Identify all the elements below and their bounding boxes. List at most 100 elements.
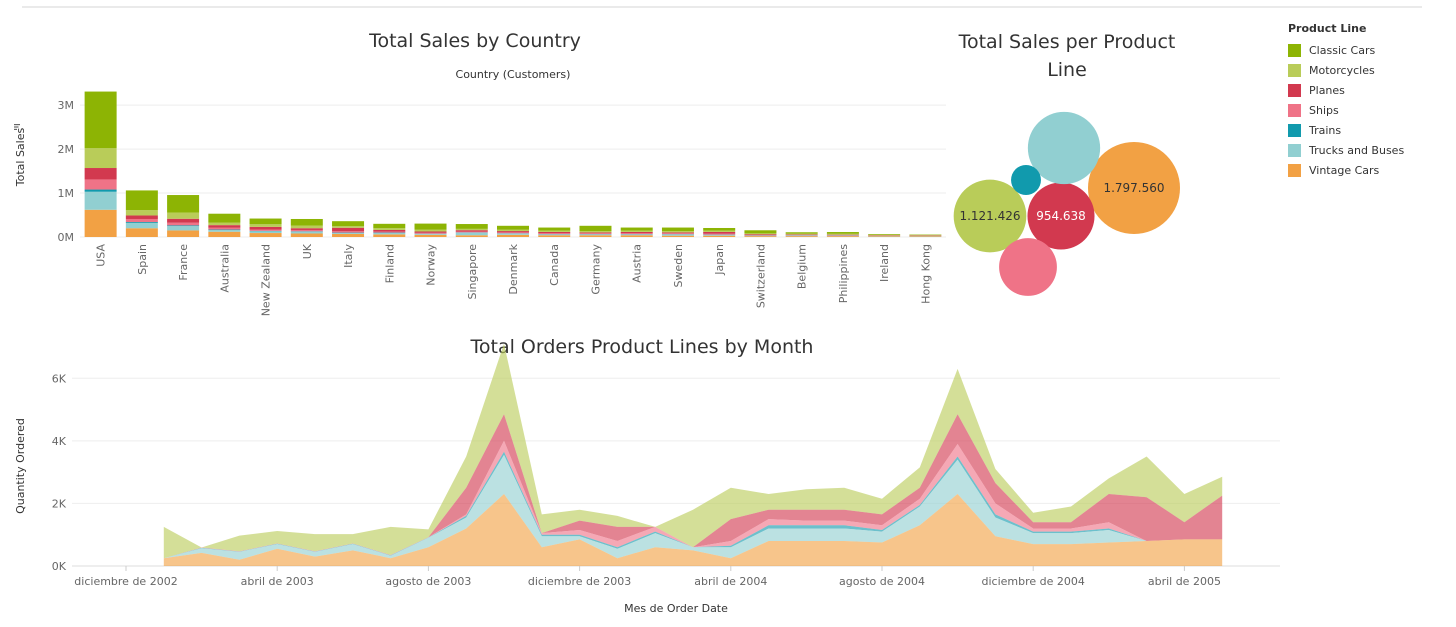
- bar-segment-norway-trucks-and-buses[interactable]: [414, 233, 447, 235]
- bar-segment-austria-vintage-cars[interactable]: [620, 235, 653, 237]
- legend-item-ships[interactable]: Ships: [1288, 100, 1448, 120]
- bar-segment-philippines-motorcycles[interactable]: [826, 233, 859, 235]
- area-marks[interactable]: [163, 343, 1223, 566]
- bar-segment-france-trains[interactable]: [167, 225, 200, 227]
- bar-segment-uk-planes[interactable]: [290, 228, 323, 230]
- bar-segment-new-zealand-classic-cars[interactable]: [249, 218, 282, 225]
- bar-segment-canada-motorcycles[interactable]: [538, 230, 571, 232]
- bar-segment-italy-ships[interactable]: [332, 231, 365, 233]
- bar-segment-italy-motorcycles[interactable]: [332, 226, 365, 228]
- bar-segment-france-trucks-and-buses[interactable]: [167, 226, 200, 231]
- bar-segment-france-motorcycles[interactable]: [167, 212, 200, 219]
- bar-segment-singapore-classic-cars[interactable]: [455, 224, 488, 229]
- bar-segment-germany-motorcycles[interactable]: [579, 231, 612, 233]
- bar-segment-singapore-planes[interactable]: [455, 230, 488, 232]
- bar-segment-germany-planes[interactable]: [579, 232, 612, 234]
- bubble-motorcycles[interactable]: [953, 179, 1027, 253]
- bar-segment-france-planes[interactable]: [167, 218, 200, 223]
- bubble-planes[interactable]: [1027, 182, 1095, 250]
- bar-segment-denmark-classic-cars[interactable]: [497, 225, 529, 230]
- bar-segment-belgium-vintage-cars[interactable]: [785, 236, 818, 237]
- bar-segment-australia-vintage-cars[interactable]: [208, 231, 241, 237]
- bar-segment-canada-vintage-cars[interactable]: [538, 235, 571, 237]
- bar-segment-japan-motorcycles[interactable]: [703, 230, 736, 232]
- bar-segment-denmark-planes[interactable]: [497, 231, 529, 233]
- area-trucks-and-buses[interactable]: [163, 454, 1223, 560]
- bar-segment-france-vintage-cars[interactable]: [167, 230, 200, 237]
- bar-segment-norway-motorcycles[interactable]: [414, 229, 447, 232]
- bar-segment-singapore-trucks-and-buses[interactable]: [455, 232, 488, 236]
- bar-segment-norway-planes[interactable]: [414, 231, 447, 233]
- bar-segment-germany-trucks-and-buses[interactable]: [579, 234, 612, 236]
- bar-segment-finland-planes[interactable]: [373, 229, 406, 232]
- bar-segment-uk-classic-cars[interactable]: [290, 218, 323, 226]
- bar-segment-philippines-vintage-cars[interactable]: [826, 236, 859, 237]
- bubble-ships[interactable]: [999, 238, 1057, 296]
- bar-segment-spain-trucks-and-buses[interactable]: [125, 222, 158, 229]
- bar-segment-germany-vintage-cars[interactable]: [579, 235, 612, 237]
- bar-segment-belgium-classic-cars[interactable]: [785, 232, 818, 234]
- bar-segment-spain-classic-cars[interactable]: [125, 190, 158, 211]
- bar-segment-switzerland-vintage-cars[interactable]: [744, 236, 777, 237]
- bar-segment-italy-classic-cars[interactable]: [332, 221, 365, 227]
- bar-segment-spain-vintage-cars[interactable]: [125, 228, 158, 237]
- bar-segment-uk-trucks-and-buses[interactable]: [290, 231, 323, 234]
- bar-segment-spain-planes[interactable]: [125, 215, 158, 219]
- bar-segment-usa-classic-cars[interactable]: [84, 91, 117, 149]
- bar-segment-singapore-motorcycles[interactable]: [455, 228, 488, 231]
- bar-segment-spain-motorcycles[interactable]: [125, 210, 158, 216]
- bubble-vintage-cars[interactable]: [1088, 142, 1180, 234]
- area-vintage-cars[interactable]: [163, 494, 1223, 566]
- bar-segment-sweden-ships[interactable]: [661, 233, 694, 235]
- bar-segment-belgium-motorcycles[interactable]: [785, 233, 818, 235]
- bar-segment-japan-classic-cars[interactable]: [703, 227, 736, 231]
- legend-item-vintage-cars[interactable]: Vintage Cars: [1288, 160, 1448, 180]
- bar-segment-france-ships[interactable]: [167, 222, 200, 226]
- bar-segment-usa-vintage-cars[interactable]: [84, 209, 117, 237]
- bar-segment-austria-motorcycles[interactable]: [620, 230, 653, 232]
- bar-segment-usa-trains[interactable]: [84, 189, 117, 192]
- legend-item-planes[interactable]: Planes: [1288, 80, 1448, 100]
- bar-segment-sweden-classic-cars[interactable]: [661, 227, 694, 232]
- bar-segment-finland-vintage-cars[interactable]: [373, 234, 406, 237]
- bar-segment-new-zealand-ships[interactable]: [249, 229, 282, 231]
- bar-segment-sweden-trucks-and-buses[interactable]: [661, 234, 694, 236]
- bar-segment-canada-ships[interactable]: [538, 233, 571, 235]
- bar-segment-japan-vintage-cars[interactable]: [703, 235, 736, 237]
- bar-segment-uk-vintage-cars[interactable]: [290, 233, 323, 237]
- bar-segment-finland-ships[interactable]: [373, 231, 406, 233]
- bar-segment-switzerland-motorcycles[interactable]: [744, 233, 777, 235]
- bar-segment-italy-vintage-cars[interactable]: [332, 233, 365, 237]
- bar-segment-new-zealand-planes[interactable]: [249, 226, 282, 230]
- bar-segment-japan-planes[interactable]: [703, 231, 736, 234]
- bar-segment-new-zealand-trucks-and-buses[interactable]: [249, 231, 282, 234]
- bar-segment-norway-vintage-cars[interactable]: [414, 234, 447, 237]
- bar-segment-new-zealand-vintage-cars[interactable]: [249, 233, 282, 237]
- bar-segment-japan-trucks-and-buses[interactable]: [703, 234, 736, 236]
- bubble-trucks-and-buses[interactable]: [1027, 111, 1101, 185]
- bar-segment-singapore-ships[interactable]: [455, 231, 488, 233]
- bar-segment-switzerland-planes[interactable]: [744, 234, 777, 236]
- bar-segment-spain-trains[interactable]: [125, 222, 158, 223]
- bar-segment-germany-ships[interactable]: [579, 233, 612, 235]
- bar-segment-usa-planes[interactable]: [84, 168, 117, 180]
- bar-segment-belgium-trucks-and-buses[interactable]: [785, 235, 818, 237]
- bar-segment-norway-classic-cars[interactable]: [414, 223, 447, 230]
- bar-segment-usa-ships[interactable]: [84, 179, 117, 190]
- bar-segment-austria-ships[interactable]: [620, 233, 653, 235]
- bar-segment-sweden-vintage-cars[interactable]: [661, 235, 694, 237]
- bar-segment-denmark-ships[interactable]: [497, 232, 529, 234]
- bar-segment-italy-trucks-and-buses[interactable]: [332, 233, 365, 234]
- bar-segment-canada-trucks-and-buses[interactable]: [538, 234, 571, 236]
- bar-segment-spain-ships[interactable]: [125, 218, 158, 223]
- bar-segment-uk-motorcycles[interactable]: [290, 225, 323, 229]
- bar-segment-norway-ships[interactable]: [414, 232, 447, 234]
- bar-segment-switzerland-classic-cars[interactable]: [744, 230, 777, 234]
- bar-segment-italy-planes[interactable]: [332, 227, 365, 232]
- legend-item-motorcycles[interactable]: Motorcycles: [1288, 60, 1448, 80]
- bar-segment-philippines-classic-cars[interactable]: [826, 232, 859, 234]
- bar-segment-sweden-motorcycles[interactable]: [661, 231, 694, 233]
- bar-segment-finland-classic-cars[interactable]: [373, 223, 406, 229]
- legend-item-classic-cars[interactable]: Classic Cars: [1288, 40, 1448, 60]
- bar-segment-ireland-vintage-cars[interactable]: [868, 236, 901, 237]
